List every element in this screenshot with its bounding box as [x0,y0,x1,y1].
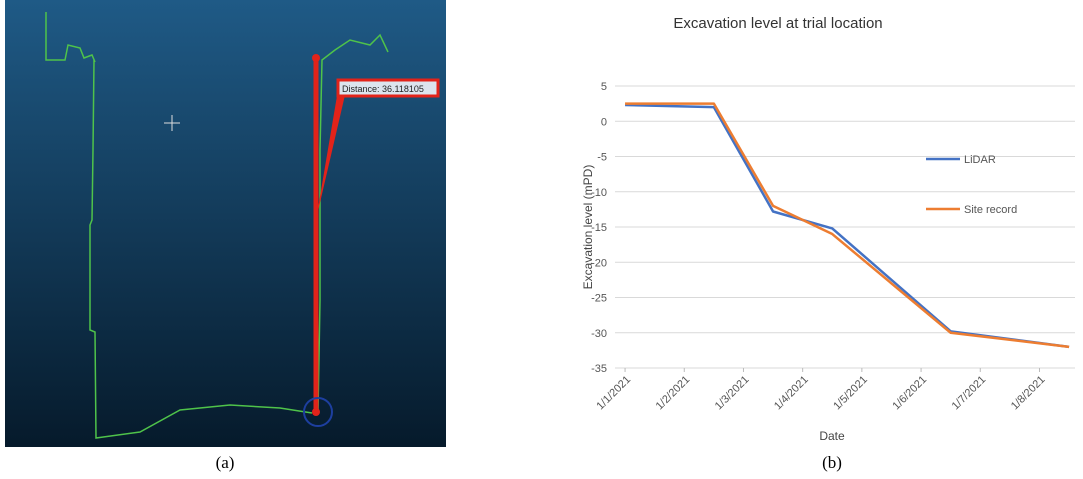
x-tick-label: 1/1/2021 [594,374,633,413]
y-tick-label: -10 [591,187,607,199]
y-tick-label: 5 [601,81,607,93]
x-axis-label: Date [819,429,845,443]
y-tick-label: -30 [591,328,607,340]
caption: (a) [216,453,235,472]
x-tick-label: 1/4/2021 [772,374,811,413]
y-tick-label: -35 [591,363,607,375]
legend-label: LiDAR [964,154,996,166]
x-tick-label: 1/7/2021 [950,374,989,413]
y-tick-label: -15 [591,222,607,234]
x-tick-label: 1/3/2021 [713,374,752,413]
figure: Distance: 36.118105 (a) (b) Excavation l… [0,0,1083,474]
series-line [625,105,1069,347]
x-tick-label: 1/2/2021 [654,374,693,413]
point-cloud-view: Distance: 36.118105 [5,0,446,447]
viewport [5,0,446,447]
measure-point [312,408,320,416]
y-tick-label: -25 [591,293,607,305]
y-tick-label: 0 [601,116,607,128]
caption: (b) [822,453,842,472]
y-tick-label: -5 [597,152,607,164]
x-tick-label: 1/6/2021 [890,374,929,413]
measurement-label: Distance: 36.118105 [342,84,424,94]
y-tick-label: -20 [591,257,607,269]
page: {"point_cloud": {"measurement_label": "D… [0,0,1083,479]
legend-label: Site record [964,204,1017,216]
measure-point [312,54,320,62]
x-tick-label: 1/5/2021 [831,374,870,413]
chart-title: Excavation level at trial location [673,15,882,32]
x-tick-label: 1/8/2021 [1009,374,1048,413]
series-line [625,104,1069,347]
